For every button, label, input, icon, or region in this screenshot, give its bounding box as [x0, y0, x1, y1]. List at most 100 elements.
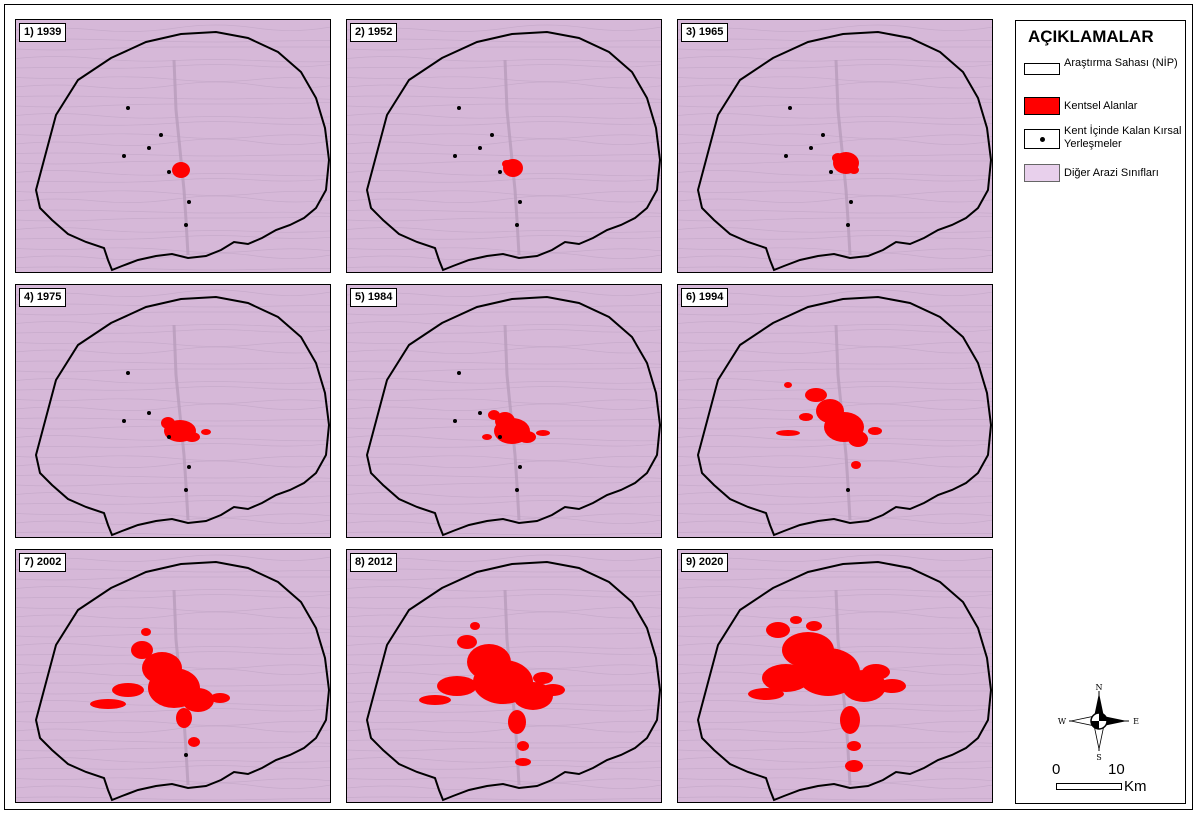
urban-patch — [845, 760, 863, 772]
rural-dot-icon — [1024, 129, 1060, 149]
urban-patch — [176, 708, 192, 728]
panel-label-2012: 8) 2012 — [350, 553, 398, 572]
legend-label-boundary: Araştırma Sahası (NİP) — [1064, 57, 1178, 69]
map-panel-1965: 3) 1965 — [677, 19, 993, 273]
panel-label-1984: 5) 1984 — [350, 288, 398, 307]
map-2012-svg — [347, 554, 661, 802]
north-letter: N — [1096, 683, 1103, 692]
urban-patch — [536, 430, 550, 436]
rural-settlement-dot — [518, 465, 522, 469]
map-1965-svg — [678, 24, 992, 272]
urban-areas — [172, 162, 190, 178]
urban-areas — [161, 417, 211, 442]
rural-settlement-dot — [453, 154, 457, 158]
urban-patch — [851, 461, 861, 469]
map-1952-svg — [347, 24, 661, 272]
urban-patch — [419, 695, 451, 705]
legend-label-rural: Kent İçinde Kalan Kırsal Yerleşmeler — [1064, 125, 1182, 150]
rural-settlement-dot — [518, 200, 522, 204]
panel-label-1952: 2) 1952 — [350, 23, 398, 42]
urban-patch — [805, 388, 827, 402]
rural-settlement-dot — [184, 753, 188, 757]
urban-patch — [766, 622, 790, 638]
rural-settlement-dot — [167, 435, 171, 439]
legend-item-rural: Kent İçinde Kalan Kırsal Yerleşmeler — [1024, 125, 1184, 157]
rural-settlement-dot — [498, 435, 502, 439]
rural-settlement-dot — [457, 371, 461, 375]
urban-patch — [188, 737, 200, 747]
urban-patch — [508, 710, 526, 734]
study-area-boundary — [34, 30, 330, 272]
rural-settlement-dot — [849, 200, 853, 204]
urban-patch — [515, 758, 531, 766]
west-letter: W — [1058, 717, 1067, 726]
legend-label-other: Diğer Arazi Sınıfları — [1064, 167, 1159, 179]
panel-label-2020: 9) 2020 — [681, 553, 729, 572]
map-panel-1952: 2) 1952 — [346, 19, 662, 273]
urban-areas — [502, 159, 523, 177]
urban-patch — [488, 410, 500, 420]
urban-patch — [201, 429, 211, 435]
legend-title: AÇIKLAMALAR — [1028, 27, 1154, 46]
scale-start: 0 — [1052, 761, 1061, 778]
legend: AÇIKLAMALAR Araştırma Sahası (NİP) Kents… — [1015, 20, 1186, 804]
rural-settlement-dot — [167, 170, 171, 174]
urban-patch — [748, 688, 784, 700]
panel-label-1994: 6) 1994 — [681, 288, 729, 307]
urban-patch — [832, 153, 844, 163]
panel-label-1965: 3) 1965 — [681, 23, 729, 42]
study-area-boundary — [696, 295, 992, 537]
map-panel-1994: 6) 1994 — [677, 284, 993, 538]
rural-settlement-dot — [784, 154, 788, 158]
rural-settlement-dot — [829, 170, 833, 174]
map-panels: 1) 1939 2) 1952 3) 1965 4) 1975 5) 1984 … — [15, 19, 993, 803]
urban-areas — [832, 152, 859, 174]
urban-patch — [517, 741, 529, 751]
scale-end: 10 — [1108, 761, 1125, 778]
urban-areas — [90, 628, 230, 747]
rural-settlement-dot — [122, 154, 126, 158]
urban-patch — [90, 699, 126, 709]
urban-patch — [182, 688, 214, 712]
study-area-boundary — [34, 295, 330, 537]
urban-patch — [161, 417, 175, 429]
urban-areas — [748, 616, 906, 772]
rural-settlement-dot — [159, 133, 163, 137]
other-fill-icon — [1024, 164, 1060, 182]
rural-settlement-dot — [184, 488, 188, 492]
rural-settlement-dot — [490, 133, 494, 137]
legend-item-other: Diğer Arazi Sınıfları — [1024, 164, 1184, 186]
map-panel-1984: 5) 1984 — [346, 284, 662, 538]
study-area-boundary — [696, 30, 992, 272]
panel-label-1939: 1) 1939 — [19, 23, 67, 42]
rural-settlement-dot — [147, 146, 151, 150]
urban-patch — [482, 434, 492, 440]
urban-patch — [533, 672, 553, 684]
urban-patch — [868, 427, 882, 435]
scale-bar-rect — [1056, 783, 1122, 790]
urban-patch — [848, 431, 868, 447]
urban-patch — [776, 430, 800, 436]
rural-settlement-dot — [453, 419, 457, 423]
map-2002-svg — [16, 554, 330, 802]
urban-areas — [482, 410, 550, 444]
urban-patch — [862, 664, 890, 680]
urban-patch — [847, 741, 861, 751]
panel-label-1975: 4) 1975 — [19, 288, 67, 307]
legend-item-urban: Kentsel Alanlar — [1024, 97, 1184, 119]
rural-settlement-dot — [122, 419, 126, 423]
river-valley — [834, 589, 852, 786]
study-area-boundary — [365, 560, 661, 802]
map-panel-2012: 8) 2012 — [346, 549, 662, 803]
rural-settlement-dot — [846, 223, 850, 227]
scale-unit: Km — [1124, 778, 1147, 795]
rural-settlement-dot — [478, 146, 482, 150]
urban-patch — [141, 628, 151, 636]
rural-settlement-dot — [809, 146, 813, 150]
urban-patch — [784, 382, 792, 388]
urban-patch — [457, 635, 477, 649]
study-area-boundary — [365, 295, 661, 537]
rural-settlement-dot — [515, 488, 519, 492]
map-2020-svg — [678, 554, 992, 802]
urban-patch — [112, 683, 144, 697]
